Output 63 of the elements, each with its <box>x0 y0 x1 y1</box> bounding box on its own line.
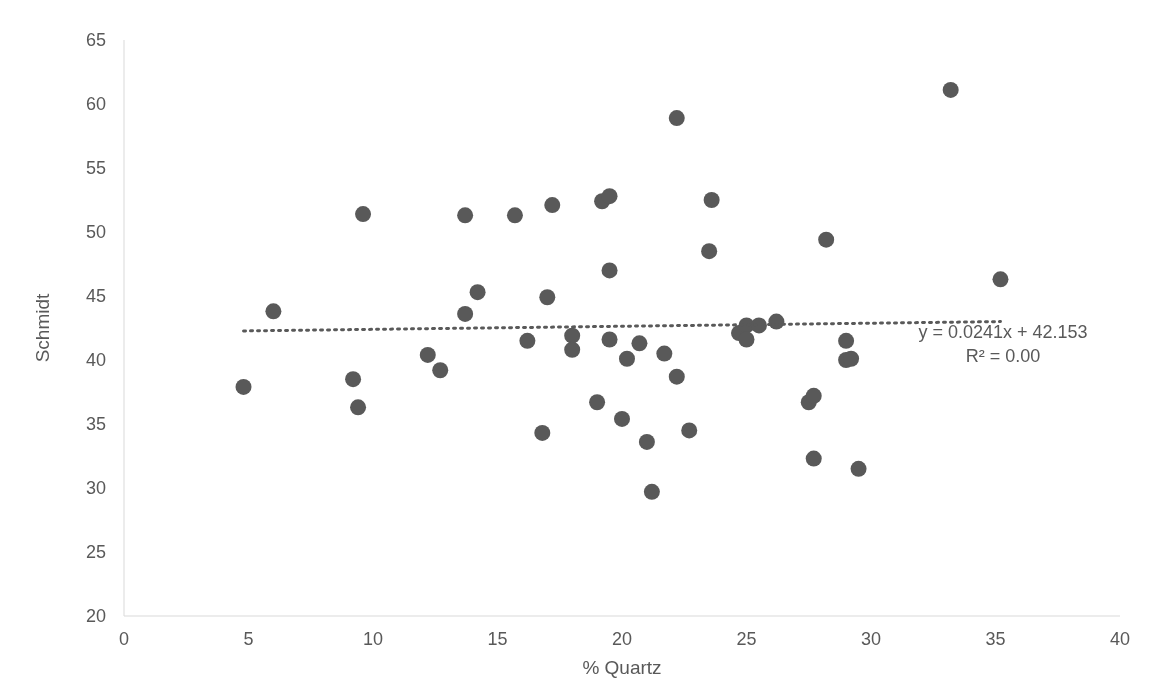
x-tick-label: 0 <box>118 628 130 649</box>
point <box>350 399 367 416</box>
point <box>818 231 835 248</box>
x-tick-label: 35 <box>985 628 1006 649</box>
point <box>589 394 606 411</box>
point <box>850 460 867 477</box>
point <box>265 303 282 320</box>
x-axis-title: % Quartz <box>582 657 662 678</box>
annotation: y = 0.0241x + 42.153 <box>918 322 1088 342</box>
point <box>805 450 822 467</box>
point <box>457 207 474 224</box>
y-tick-label: 40 <box>85 350 106 371</box>
point <box>601 188 618 205</box>
y-tick-label: 45 <box>85 286 106 307</box>
x-tick-label: 30 <box>860 628 882 649</box>
y-axis-title: Schmidt <box>31 292 53 363</box>
point <box>631 335 648 352</box>
point <box>544 197 561 214</box>
point <box>539 289 556 306</box>
x-tick-label: 10 <box>362 628 384 649</box>
y-tick-label: 50 <box>85 222 106 243</box>
point <box>345 371 362 388</box>
point <box>668 368 685 385</box>
annotation: R² = 0.00 <box>965 346 1041 366</box>
point <box>601 331 618 348</box>
point <box>638 433 655 450</box>
point <box>564 341 581 358</box>
point <box>701 243 718 260</box>
point <box>681 422 698 439</box>
point <box>534 424 551 441</box>
point <box>469 284 486 301</box>
y-tick-label: 65 <box>85 30 106 51</box>
point <box>992 271 1009 288</box>
point <box>838 332 855 349</box>
point <box>235 378 252 395</box>
x-tick-label: 25 <box>736 628 757 649</box>
point <box>656 345 673 362</box>
x-tick-label: 40 <box>1109 628 1131 649</box>
point <box>805 387 822 404</box>
y-tick-label: 20 <box>85 606 106 627</box>
x-tick-label: 20 <box>611 628 633 649</box>
point <box>519 332 536 349</box>
point <box>564 327 581 344</box>
x-tick-label: 5 <box>243 628 254 649</box>
point <box>643 483 660 500</box>
y-tick-label: 30 <box>85 478 106 499</box>
point <box>703 192 720 208</box>
point <box>614 410 630 427</box>
point <box>432 362 449 379</box>
point <box>942 81 959 98</box>
point <box>355 206 372 223</box>
y-tick-label: 25 <box>85 542 106 563</box>
point <box>457 305 474 322</box>
point <box>668 110 685 127</box>
point <box>618 350 635 367</box>
point <box>738 331 755 348</box>
y-tick-label: 55 <box>85 158 106 179</box>
x-tick-label: 15 <box>487 628 508 649</box>
point <box>506 207 523 224</box>
y-tick-label: 60 <box>85 94 106 115</box>
y-tick-label: 35 <box>85 414 106 435</box>
point <box>419 346 436 363</box>
point <box>601 262 618 279</box>
